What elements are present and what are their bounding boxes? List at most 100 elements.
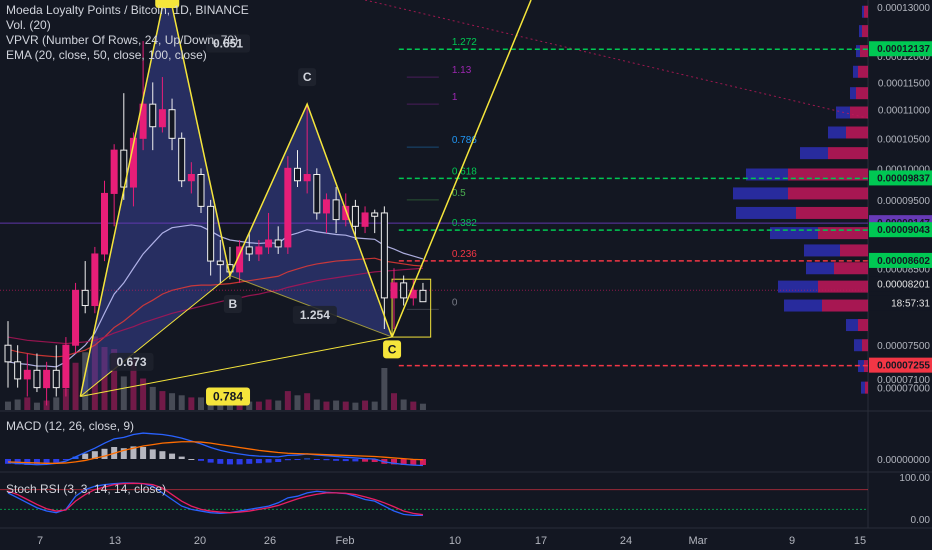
macd-histogram-bar <box>169 453 176 459</box>
ratio-label-box <box>206 34 251 53</box>
symbol-title[interactable]: Moeda Loyalty Points / Bitcoin, 1D, BINA… <box>6 3 249 18</box>
price-axis-label: 0.00008201 <box>877 279 930 290</box>
candle-body <box>43 369 51 389</box>
volume-bar <box>371 401 378 410</box>
candle-body <box>371 212 379 217</box>
candle-body <box>390 282 398 299</box>
vpvr-bar-down <box>818 227 868 240</box>
vpvr-bar-down <box>864 5 868 18</box>
macd-histogram-bar <box>255 459 262 464</box>
stoch-d-line <box>7 482 424 516</box>
price-axis-label-bg <box>869 295 932 311</box>
vpvr-bar-down <box>858 65 868 78</box>
volume-bar <box>24 397 31 410</box>
volume-bar <box>323 401 330 410</box>
macd-histogram-bar <box>130 446 137 459</box>
macd-legend[interactable]: MACD (12, 26, close, 9) <box>6 419 135 433</box>
fib-level-label: 0.236 <box>452 249 477 260</box>
volume-bar <box>14 399 21 410</box>
vpvr-bar-down <box>834 262 868 275</box>
vpvr-bar-up <box>846 319 858 332</box>
candle-body <box>255 246 263 255</box>
stoch-rsi-legend[interactable]: Stoch RSI (3, 3, 14, 14, close) <box>6 482 167 496</box>
volume-bar <box>284 391 291 410</box>
vpvr-bar-up <box>828 126 846 139</box>
candle-body <box>81 289 89 307</box>
macd-histogram-bar <box>265 459 272 463</box>
volume-bar <box>342 401 349 410</box>
macd-histogram-bar <box>101 448 108 459</box>
pattern-point-label-box <box>383 340 402 359</box>
volume-indicator-label[interactable]: Vol. (20) <box>6 18 51 32</box>
ratio-label-box <box>292 305 337 324</box>
volume-bar <box>255 401 262 410</box>
vpvr-bar-down <box>840 244 868 257</box>
macd-histogram-bar <box>53 459 60 463</box>
vpvr-bar-up <box>862 5 864 18</box>
stoch-axis-tick: 100.00 <box>899 473 930 484</box>
macd-histogram-bar <box>43 459 50 464</box>
volume-bar <box>391 393 397 410</box>
candle-body <box>187 174 195 182</box>
price-axis-tick: 0.00011000 <box>878 106 931 117</box>
macd-histogram-bar <box>91 451 98 459</box>
fib-level-label: 0.382 <box>452 218 477 229</box>
price-axis-label: 0.00008602 <box>877 256 930 267</box>
vpvr-bar-down <box>856 87 868 100</box>
price-axis-tick: 0.00008500 <box>877 264 930 275</box>
macd-line <box>7 432 423 467</box>
price-axis-label-bg <box>869 222 932 238</box>
vpvr-bar-down <box>818 280 868 293</box>
trend-line <box>364 0 869 119</box>
candle-body <box>265 239 273 248</box>
price-axis-tick: 0.00010500 <box>877 134 930 145</box>
vpvr-bar-up <box>850 87 856 100</box>
vpvr-bar-down <box>860 45 868 58</box>
ema-indicator-label[interactable]: EMA (20, close, 50, close, 100, close) <box>6 48 207 62</box>
time-axis-tick: 13 <box>109 535 121 547</box>
ratio-label: 0.651 <box>213 37 243 51</box>
macd-histogram-bar <box>140 447 147 459</box>
macd-histogram-bar <box>333 459 340 461</box>
candle-body <box>23 369 31 380</box>
candle-body <box>91 253 99 307</box>
candle-body <box>4 344 12 363</box>
volume-bar <box>352 402 359 410</box>
candle-body <box>351 205 359 227</box>
volume-bar <box>111 349 118 410</box>
fib-level-label: 0.786 <box>452 135 477 146</box>
signal-line <box>7 441 423 464</box>
macd-histogram-bar <box>275 459 282 462</box>
vpvr-bar-up <box>853 65 858 78</box>
macd-histogram-bar <box>198 459 204 461</box>
stoch-axis-tick: 0.00 <box>911 515 931 526</box>
vpvr-bar-down <box>828 147 868 160</box>
ratio-label: 1.254 <box>300 308 330 322</box>
candle-body <box>129 137 137 188</box>
time-axis-tick: Feb <box>336 535 355 547</box>
candle-body <box>168 109 176 139</box>
candle-body <box>149 103 157 128</box>
volume-bar <box>188 397 195 410</box>
macd-histogram-bar <box>82 453 89 459</box>
price-axis-tick: 0.00007100 <box>877 375 930 386</box>
volume-bar <box>226 401 233 410</box>
vpvr-bar-up <box>861 381 865 394</box>
vpvr-indicator-label[interactable]: VPVR (Number Of Rows, 24, Up/Down, 70) <box>6 33 239 47</box>
fib-level-label: 1 <box>452 92 458 103</box>
candle-body <box>284 167 292 248</box>
candle-body <box>294 167 301 182</box>
vpvr-bar-down <box>865 381 868 394</box>
price-axis-tick: 0.00007500 <box>877 341 930 352</box>
macd-histogram-bar <box>217 459 224 464</box>
projection-line <box>391 0 532 338</box>
ratio-label-box <box>206 387 251 406</box>
harmonic-xd-line <box>80 336 393 397</box>
fib-level-label: 1.272 <box>452 37 477 48</box>
reversal-zone-box <box>391 278 432 338</box>
volume-bar <box>275 400 282 410</box>
fib-level-label: 1.13 <box>452 65 472 76</box>
volume-bar <box>400 399 407 410</box>
harmonic-xb-line <box>80 275 231 397</box>
